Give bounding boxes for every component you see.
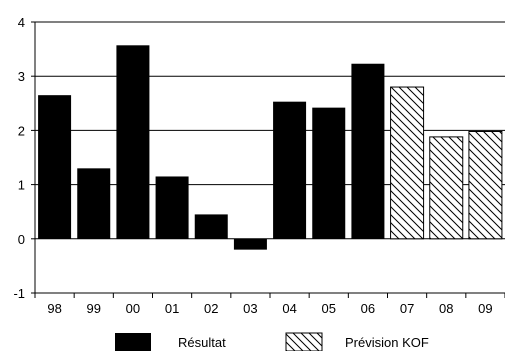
x-tick-label: 00	[126, 301, 140, 316]
x-tick-label: 09	[478, 301, 492, 316]
legend-swatch-prevision-kof	[285, 332, 323, 351]
x-tick-label: 04	[282, 301, 296, 316]
x-tick-label: 02	[204, 301, 218, 316]
bar-resultat-98	[38, 95, 72, 239]
x-tick-label: 03	[243, 301, 257, 316]
legend-label-prevision-kof: Prévision KOF	[345, 335, 429, 350]
bar-prevision-kof-08	[429, 136, 464, 240]
x-tick-label: 01	[165, 301, 179, 316]
bar-prevision-kof-07	[390, 86, 425, 240]
y-tick-label: 2	[18, 123, 25, 138]
legend-swatch-resultat	[115, 333, 151, 351]
x-tick-label: 06	[361, 301, 375, 316]
bar-resultat-02	[194, 214, 228, 239]
y-tick-label: 0	[18, 232, 25, 247]
x-tick-label: 99	[87, 301, 101, 316]
bar-resultat-99	[77, 168, 111, 239]
bar-resultat-03	[233, 238, 267, 250]
axes	[31, 21, 505, 298]
y-tick-label: 4	[18, 15, 25, 30]
gridlines	[35, 21, 505, 240]
bar-resultat-05	[312, 107, 346, 239]
legend-label-resultat: Résultat	[178, 335, 226, 350]
x-tick-label: 98	[47, 301, 61, 316]
bar-resultat-00	[116, 45, 150, 239]
x-tick-labels: 98 99 00 01 02 03 04 05 06 07 08 09	[47, 301, 492, 316]
bar-resultat-04	[273, 101, 307, 239]
x-tick-label: 08	[439, 301, 453, 316]
y-tick-labels: -1 0 1 2 3 4	[13, 15, 25, 301]
bars	[38, 45, 503, 250]
bar-prevision-kof-09	[468, 130, 503, 240]
bar-resultat-06	[351, 63, 385, 239]
y-tick-label: 1	[18, 178, 25, 193]
y-tick-label: 3	[18, 69, 25, 84]
y-tick-label: -1	[13, 286, 25, 301]
x-tick-label: 05	[322, 301, 336, 316]
x-tick-label: 07	[400, 301, 414, 316]
legend: Résultat Prévision KOF	[115, 332, 429, 351]
bar-resultat-01	[155, 176, 189, 239]
